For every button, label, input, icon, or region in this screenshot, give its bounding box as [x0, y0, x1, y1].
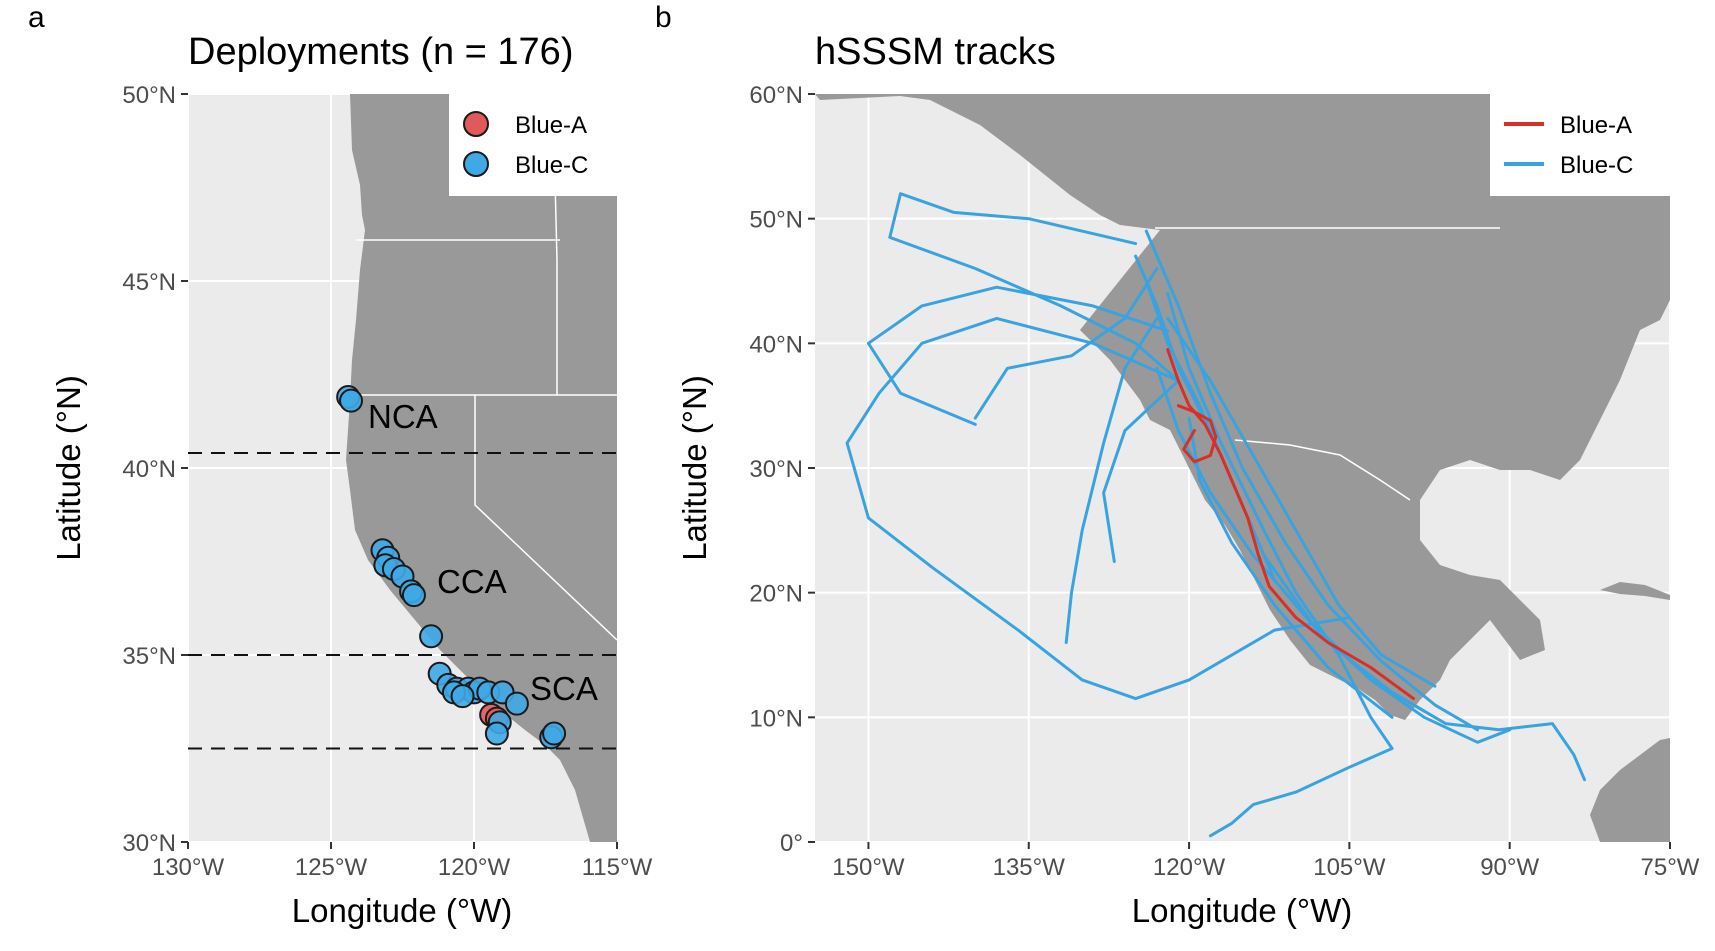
panel-a-x-axis: 130°W 125°W 120°W 115°W: [152, 842, 653, 881]
panel-b-letter: b: [655, 1, 672, 34]
tick-label-x: 125°W: [295, 854, 368, 881]
legend-label-blue-c: Blue-C: [515, 152, 588, 179]
tick-label-x: 120°W: [1153, 854, 1226, 881]
deployment-point-blue-c: [504, 691, 529, 716]
track-line-blue-c: [1102, 379, 1180, 563]
panel-b-y-title: Latitude (°N): [676, 375, 713, 561]
tick-label-y: 50°N: [749, 207, 803, 234]
legend-box: [1490, 94, 1670, 196]
track-line-blue-c: [1187, 416, 1394, 719]
panel-a-land: [346, 94, 617, 842]
track-line-blue-c: [866, 285, 1170, 426]
south-america: [1590, 738, 1670, 842]
track-line-blue-c: [973, 267, 1159, 420]
panel-a: a Deployments (n = 176) NCA CCA SCA Blue…: [28, 1, 653, 929]
panel-b-y-axis: 0° 10°N 20°N 30°N 40°N 50°N 60°N: [749, 82, 815, 857]
track-line-blue-a: [1176, 404, 1218, 464]
track-line-blue-c: [1166, 292, 1394, 838]
deployment-point-blue-c: [419, 624, 444, 649]
tick-label-x: 105°W: [1313, 854, 1386, 881]
track-line-blue-c: [1155, 366, 1426, 713]
legend-label-blue-a: Blue-A: [1560, 112, 1632, 139]
baja-california: [1225, 440, 1290, 560]
track-line-blue-c: [1144, 279, 1512, 744]
tick-label-x: 120°W: [438, 854, 511, 881]
panel-b-land: [815, 94, 1670, 842]
panel-b-x-axis: 150°W 135°W 120°W 105°W 90°W 75°W: [832, 842, 1700, 881]
panel-a-legend: Blue-A Blue-C: [449, 94, 617, 196]
tick-label-x: 150°W: [832, 854, 905, 881]
track-line-blue-c: [1144, 229, 1480, 732]
panel-b-tracks: [845, 192, 1586, 838]
track-line-blue-c: [1166, 316, 1437, 688]
tick-label-y: 40°N: [122, 456, 176, 483]
deployment-point-blue-c: [484, 721, 509, 746]
region-label-sca: SCA: [530, 670, 598, 707]
north-america-coastline: [346, 94, 617, 842]
us-mexico-border: [1234, 439, 1411, 501]
deployment-point-blue-c: [450, 684, 475, 709]
deployment-point-blue-c: [542, 721, 567, 746]
panel-a-region-boundaries: [188, 452, 617, 750]
tick-label-y: 20°N: [749, 581, 803, 608]
panel-a-letter: a: [28, 1, 45, 34]
panel-b: b hSSSM tracks Blue-A Blue-C 150°W 135°W 1…: [655, 1, 1700, 929]
region-label-nca: NCA: [368, 398, 438, 435]
tick-label-y: 35°N: [122, 643, 176, 670]
track-line-blue-c: [1064, 316, 1159, 644]
track-line-blue-c: [888, 192, 1180, 383]
track-line-blue-a: [1166, 348, 1415, 701]
panel-a-y-axis: 30°N 35°N 40°N 45°N 50°N: [122, 82, 188, 857]
legend-label-blue-c: Blue-C: [1560, 152, 1633, 179]
tick-label-y: 10°N: [749, 705, 803, 732]
tick-label-y: 60°N: [749, 82, 803, 109]
tick-label-x: 115°W: [582, 854, 653, 881]
panel-b-legend: Blue-A Blue-C: [1490, 94, 1670, 196]
tick-label-y: 0°: [780, 830, 803, 857]
tick-label-x: 135°W: [993, 854, 1066, 881]
panel-a-y-title: Latitude (°N): [50, 375, 87, 561]
state-border-california-nevada: [474, 395, 617, 641]
tick-label-x: 90°W: [1480, 854, 1539, 881]
north-america-landmass: [815, 94, 1670, 720]
panel-a-title: Deployments (n = 176): [188, 31, 573, 73]
deployment-point-blue-c: [401, 583, 426, 608]
legend-key-blue-c: [463, 151, 489, 177]
legend-box: [449, 94, 617, 196]
region-label-cca: CCA: [437, 563, 507, 600]
tick-label-y: 30°N: [122, 830, 176, 857]
track-line-blue-c: [845, 316, 1351, 701]
tick-label-x: 75°W: [1641, 854, 1700, 881]
panel-a-points: [336, 384, 567, 750]
tick-label-y: 30°N: [749, 456, 803, 483]
panel-b-title: hSSSM tracks: [815, 31, 1056, 73]
tick-label-y: 45°N: [122, 269, 176, 296]
tick-label-y: 40°N: [749, 331, 803, 358]
deployment-point-blue-c: [339, 388, 364, 413]
legend-key-blue-a: [463, 111, 489, 137]
legend-label-blue-a: Blue-A: [515, 112, 587, 139]
panel-b-x-title: Longitude (°W): [1132, 892, 1352, 929]
cuba: [1600, 582, 1670, 600]
panel-a-x-title: Longitude (°W): [292, 892, 512, 929]
tick-label-y: 50°N: [122, 82, 176, 109]
tick-label-x: 130°W: [152, 854, 225, 881]
